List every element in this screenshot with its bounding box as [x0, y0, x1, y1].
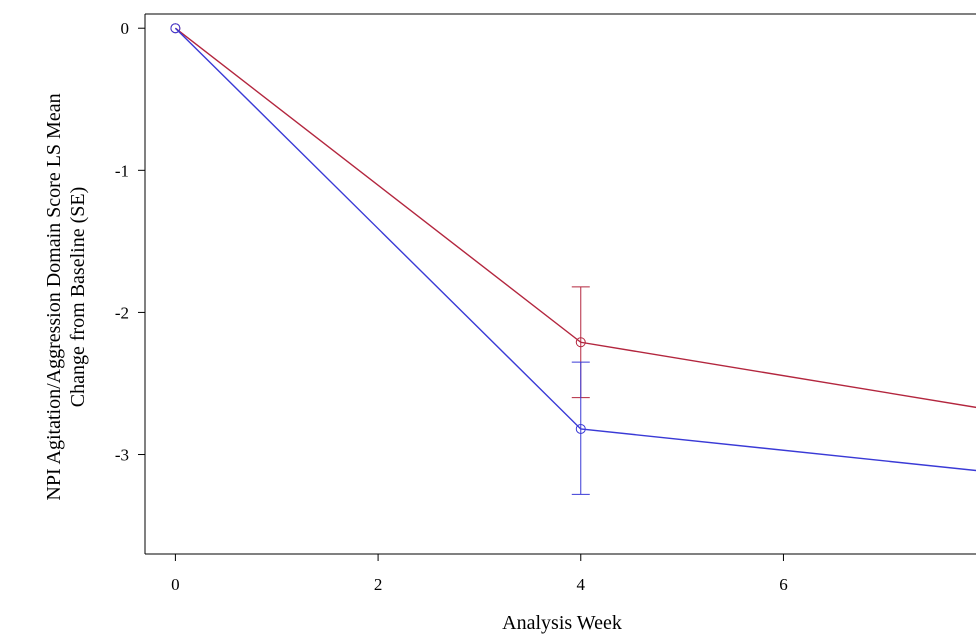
series-line-2 [174, 27, 976, 472]
y-axis-title: NPI Agitation/Aggression Domain Score LS… [43, 93, 89, 500]
x-axis: 0 2 4 6 [171, 554, 788, 594]
data-point [575, 337, 586, 348]
x-tick-label: 2 [374, 575, 383, 594]
data-point [575, 423, 586, 434]
x-tick-label: 0 [171, 575, 180, 594]
y-axis-title-line-1: NPI Agitation/Aggression Domain Score LS… [43, 93, 65, 500]
x-tick-label: 4 [577, 575, 586, 594]
y-axis: 0 -1 -2 -3 [115, 19, 145, 465]
x-tick-label: 6 [779, 575, 788, 594]
series-line-1 [174, 27, 976, 409]
y-tick-label: -2 [115, 303, 129, 322]
y-axis-title-line-2: Change from Baseline (SE) [67, 187, 89, 408]
x-axis-title: Analysis Week [502, 612, 622, 634]
series-layer [170, 23, 976, 495]
data-point [170, 23, 181, 34]
y-tick-label: -1 [115, 161, 129, 180]
y-tick-label: 0 [121, 19, 130, 38]
y-tick-label: -3 [115, 446, 129, 465]
plot-frame [144, 13, 976, 555]
